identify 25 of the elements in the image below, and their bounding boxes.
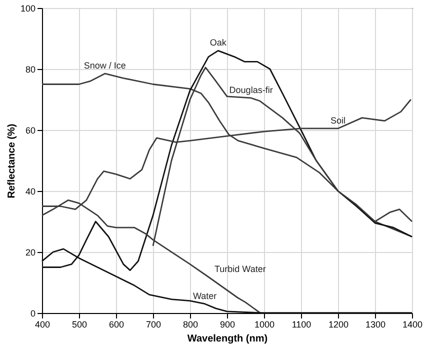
x-tick-label: 900 [220, 320, 236, 330]
x-tick-label: 700 [146, 320, 162, 330]
y-tick-label: 40 [25, 186, 36, 196]
annotation: Oak [210, 38, 227, 48]
y-tick-label: 100 [20, 4, 36, 14]
annotation: Snow / Ice [84, 60, 126, 71]
x-tick-label: 800 [182, 320, 198, 330]
x-tick-label: 500 [72, 320, 88, 330]
y-axis-title: Reflectance (%) [6, 124, 18, 198]
x-tick-label: 1300 [365, 320, 386, 330]
annotation: Water [192, 290, 217, 301]
x-axis-title: Wavelength (nm) [187, 334, 268, 344]
x-tick-label: 1000 [254, 320, 275, 330]
x-tick-label: 600 [108, 320, 124, 330]
y-tick-label: 20 [25, 248, 36, 258]
x-tick-label: 1100 [292, 320, 312, 330]
annotation: Turbid Water [214, 264, 266, 274]
x-tick-label: 1400 [402, 320, 423, 330]
y-tick-label: 0 [30, 308, 36, 318]
annotation: Soil [330, 115, 346, 126]
x-tick-label: 400 [34, 320, 50, 330]
annotation: Douglas-fir [229, 84, 273, 95]
y-tick-label: 80 [25, 64, 36, 74]
y-tick-label: 60 [25, 126, 36, 136]
x-tick-label: 1200 [328, 320, 349, 330]
